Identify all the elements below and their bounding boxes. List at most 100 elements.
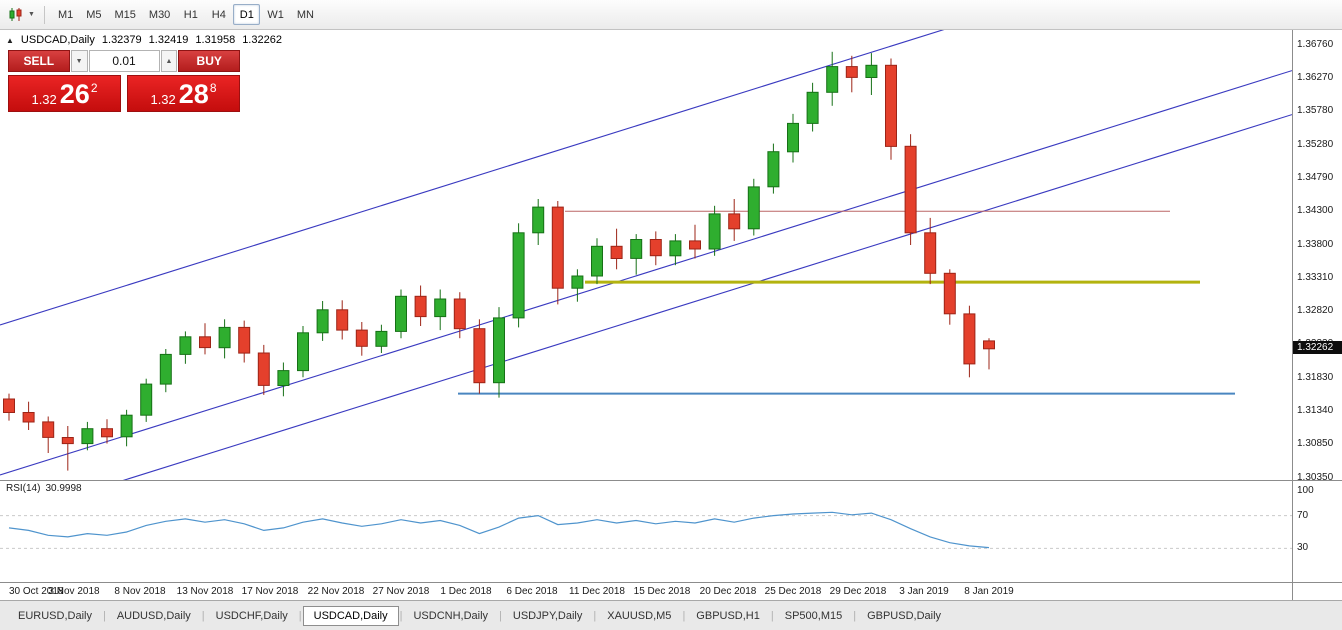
rsi-axis: 100 70 30 xyxy=(1292,481,1342,582)
chart-tab-usdcnh-daily[interactable]: USDCNH,Daily xyxy=(413,609,489,622)
date-tick-label: 22 Nov 2018 xyxy=(307,586,365,597)
price-tick-label: 1.36270 xyxy=(1297,72,1334,83)
timeframe-button-m15[interactable]: M15 xyxy=(114,8,136,21)
date-tick-label: 27 Nov 2018 xyxy=(372,586,430,597)
timeframe-button-mn[interactable]: MN xyxy=(296,8,314,21)
ask-pip-digit: 8 xyxy=(209,81,217,95)
bid-prefix: 1.32 xyxy=(31,91,57,107)
timeframe-button-h4[interactable]: H4 xyxy=(211,8,226,21)
volume-increase-button[interactable]: ▲ xyxy=(160,50,178,72)
buy-button[interactable]: BUY xyxy=(178,50,240,72)
trade-panel-toggle-icon[interactable]: ▲ xyxy=(6,35,14,45)
rsi-tick-label: 70 xyxy=(1297,510,1309,521)
timeframe-button-m30[interactable]: M30 xyxy=(148,8,171,21)
candlestick-canvas xyxy=(0,30,1292,480)
date-tick-label: 15 Dec 2018 xyxy=(633,586,691,597)
tab-separator: | xyxy=(201,609,205,622)
price-tick-label: 1.30350 xyxy=(1297,472,1334,483)
price-tick-label: 1.31830 xyxy=(1297,372,1334,383)
date-tick-label: 29 Dec 2018 xyxy=(829,586,887,597)
bid-price-display[interactable]: 1.32 26 2 xyxy=(8,75,121,112)
ask-price-display[interactable]: 1.32 28 8 xyxy=(127,75,240,112)
tab-separator: | xyxy=(499,609,502,622)
chart-type-icon[interactable] xyxy=(6,5,26,25)
dropdown-caret-icon[interactable]: ▼ xyxy=(28,11,35,18)
axis-corner xyxy=(1292,583,1342,600)
chart-tab-xauusd-m5[interactable]: XAUUSD,M5 xyxy=(607,609,672,622)
bid-big-digits: 26 xyxy=(59,79,90,110)
price-tick-label: 1.33310 xyxy=(1297,272,1334,283)
date-tick-label: 3 Jan 2019 xyxy=(899,586,949,597)
tab-separator: | xyxy=(399,609,403,622)
tab-separator: | xyxy=(102,609,106,622)
date-tick-label: 25 Dec 2018 xyxy=(764,586,822,597)
price-tick-label: 1.36760 xyxy=(1297,39,1334,50)
close-value: 1.32262 xyxy=(242,34,282,46)
one-click-trading-panel: SELL ▼ ▲ BUY 1.32 26 2 1.32 28 8 xyxy=(8,50,240,112)
candlestick-glyph xyxy=(9,8,22,21)
price-axis[interactable]: 1.32262 1.36760 1.36270 1.35780 1.35280 1.34… xyxy=(1292,30,1342,483)
price-tick-label: 1.34790 xyxy=(1297,172,1334,183)
price-tick-label: 1.32820 xyxy=(1297,305,1334,316)
tab-separator: | xyxy=(593,609,597,622)
timeframe-button-h1[interactable]: H1 xyxy=(183,8,198,21)
low-value: 1.31958 xyxy=(195,34,236,46)
open-value: 1.32379 xyxy=(101,34,142,46)
sell-button[interactable]: SELL xyxy=(8,50,70,72)
tab-separator: | xyxy=(853,609,857,622)
date-tick-label: 30 Oct 2018 xyxy=(9,586,64,597)
chart-tab-gbpusd-daily[interactable]: GBPUSD,Daily xyxy=(867,609,942,622)
date-tick-label: 3 Nov 2018 xyxy=(48,586,100,597)
timeframe-button-m1[interactable]: M1 xyxy=(57,8,74,21)
chart-header: ▲ USDCAD,Daily 1.32379 1.32419 1.31958 1… xyxy=(6,34,282,46)
ask-big-digits: 28 xyxy=(178,79,209,110)
date-axis-row: 30 Oct 2018 3 Nov 2018 8 Nov 2018 13 Nov 20… xyxy=(0,582,1342,600)
date-tick-label: 8 Nov 2018 xyxy=(114,586,166,597)
chart-tab-usdcad-daily[interactable]: USDCAD,Daily xyxy=(302,605,399,626)
timeframe-button-w1[interactable]: W1 xyxy=(267,8,284,21)
rsi-tick-label: 100 xyxy=(1297,485,1314,496)
price-tick-label: 1.33800 xyxy=(1297,239,1334,250)
tab-separator: | xyxy=(298,609,302,622)
rsi-name: RSI(14) xyxy=(6,483,41,494)
price-tick-label: 1.35280 xyxy=(1297,139,1334,150)
rsi-panel: RSI(14) 30.9998 100 70 30 xyxy=(0,480,1342,582)
date-tick-label: 17 Nov 2018 xyxy=(241,586,299,597)
rsi-tick-label: 30 xyxy=(1297,542,1309,553)
tab-separator: | xyxy=(682,609,686,622)
volume-input[interactable] xyxy=(88,50,160,72)
timeframes-toolbar: ▼ M1 M5 M15 M30 H1 H4 D1 W1 MN xyxy=(0,0,1342,30)
date-tick-label: 20 Dec 2018 xyxy=(699,586,757,597)
date-tick-label: 8 Jan 2019 xyxy=(964,586,1014,597)
toolbar-separator xyxy=(43,5,45,24)
bid-ask-row: 1.32 26 2 1.32 28 8 xyxy=(8,75,240,112)
timeframe-button-m5[interactable]: M5 xyxy=(86,8,102,21)
chart-tabs-bar: EURUSD,Daily | AUDUSD,Daily | USDCHF,Daily | U… xyxy=(0,600,1342,630)
price-tick-label: 1.35780 xyxy=(1297,105,1334,116)
date-axis[interactable]: 30 Oct 2018 3 Nov 2018 8 Nov 2018 13 Nov 20… xyxy=(0,583,1292,600)
trade-controls-row: SELL ▼ ▲ BUY xyxy=(8,50,240,72)
chart-tab-gbpusd-h1[interactable]: GBPUSD,H1 xyxy=(696,609,760,622)
date-tick-label: 13 Nov 2018 xyxy=(176,586,234,597)
date-tick-label: 11 Dec 2018 xyxy=(569,586,625,597)
timeframe-button-group: M1 M5 M15 M30 H1 H4 D1 W1 MN xyxy=(52,4,320,25)
volume-decrease-button[interactable]: ▼ xyxy=(70,50,88,72)
timeframe-button-d1[interactable]: D1 xyxy=(233,4,261,25)
chart-tab-usdjpy-daily[interactable]: USDJPY,Daily xyxy=(512,609,583,622)
price-tick-label: 1.31340 xyxy=(1297,405,1334,416)
rsi-indicator-label: RSI(14) 30.9998 xyxy=(6,483,82,494)
symbol-label: USDCAD,Daily xyxy=(20,34,95,46)
chart-tab-usdchf-daily[interactable]: USDCHF,Daily xyxy=(215,609,288,622)
price-tick-label: 1.34300 xyxy=(1297,205,1334,216)
date-tick-label: 1 Dec 2018 xyxy=(440,586,492,597)
chart-tab-audusd-daily[interactable]: AUDUSD,Daily xyxy=(116,609,191,622)
rsi-plot[interactable]: RSI(14) 30.9998 xyxy=(0,481,1292,582)
rsi-value: 30.9998 xyxy=(45,483,82,494)
rsi-canvas xyxy=(0,511,1292,549)
tab-separator: | xyxy=(770,609,774,622)
price-chart[interactable]: ▲ USDCAD,Daily 1.32379 1.32419 1.31958 1… xyxy=(0,30,1292,480)
high-value: 1.32419 xyxy=(148,34,189,46)
chart-tab-eurusd-daily[interactable]: EURUSD,Daily xyxy=(18,609,92,622)
chart-tab-sp500-m15[interactable]: SP500,M15 xyxy=(784,609,843,622)
